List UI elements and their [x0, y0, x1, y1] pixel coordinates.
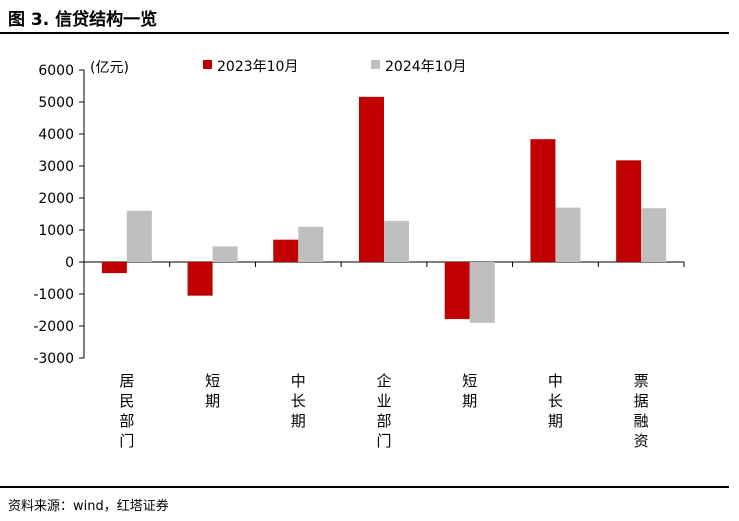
- bar-series-2023: [187, 262, 213, 296]
- bar-series-2024: [384, 220, 409, 262]
- y-tick-label: 1000: [38, 223, 74, 239]
- bar-series-2023: [530, 139, 556, 262]
- bar-series-2024: [641, 208, 667, 262]
- bar-series-2024: [212, 246, 238, 262]
- y-tick-label: -3000: [33, 351, 74, 367]
- y-tick-label: -2000: [33, 319, 74, 335]
- y-tick-label: -1000: [33, 287, 74, 303]
- y-tick-label: 5000: [38, 95, 74, 111]
- bar-series-2024: [555, 207, 581, 262]
- source-note: 资料来源：wind，红塔证券: [8, 499, 169, 514]
- x-category-label: 中长期: [548, 372, 563, 430]
- legend-swatch: [371, 60, 380, 69]
- y-tick-label: 2000: [38, 191, 74, 207]
- unit-label: (亿元): [90, 60, 129, 76]
- y-tick-label: 6000: [38, 63, 74, 79]
- y-tick-label: 3000: [38, 159, 74, 175]
- top-rule: [0, 32, 729, 34]
- bottom-rule: [0, 486, 729, 488]
- legend-swatch: [203, 60, 212, 69]
- bar-series-2023: [273, 239, 299, 262]
- y-tick-label: 4000: [38, 127, 74, 143]
- x-category-label: 居民部门: [119, 372, 134, 450]
- x-category-label: 票据融资: [634, 372, 649, 450]
- bar-series-2024: [126, 210, 152, 262]
- bar-series-2023: [101, 262, 127, 274]
- legend-label: 2023年10月: [217, 59, 298, 75]
- bar-series-2024: [298, 226, 324, 262]
- figure-title: 图 3. 信贷结构一览: [8, 10, 158, 30]
- legend-label: 2024年10月: [385, 59, 466, 75]
- y-tick-label: 0: [65, 255, 74, 271]
- x-category-label: 短期: [205, 372, 220, 410]
- bar-series-2023: [444, 262, 470, 320]
- bar-series-2024: [469, 262, 495, 323]
- x-category-label: 短期: [462, 372, 477, 410]
- bar-series-2023: [616, 160, 642, 262]
- x-category-label: 中长期: [291, 372, 306, 430]
- bar-series-2023: [359, 96, 384, 262]
- x-category-label: 企业部门: [376, 372, 391, 450]
